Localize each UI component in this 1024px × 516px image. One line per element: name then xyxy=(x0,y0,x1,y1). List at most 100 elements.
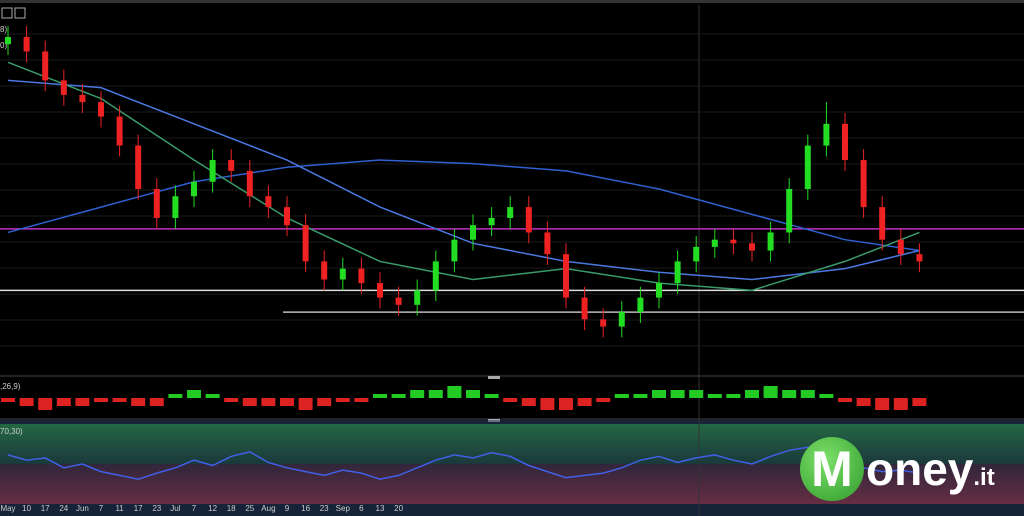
macd-bar xyxy=(242,398,257,406)
candle-body xyxy=(637,297,644,313)
macd-bar xyxy=(521,398,536,406)
candle-body xyxy=(488,217,495,226)
candle-body xyxy=(507,207,514,218)
macd-bar xyxy=(707,394,722,398)
candle-body xyxy=(563,254,569,298)
macd-bar xyxy=(38,398,53,410)
macd-bar xyxy=(56,398,71,406)
macd-bar xyxy=(149,398,164,406)
panel-title: ,26,9) xyxy=(0,382,21,391)
x-tick-label: 7 xyxy=(192,504,197,513)
candle-body xyxy=(284,207,290,226)
candle-body xyxy=(116,116,123,146)
macd-bar xyxy=(596,398,611,402)
candle-body xyxy=(172,196,179,218)
macd-bar xyxy=(800,390,815,398)
candle-body xyxy=(153,189,160,218)
macd-bar xyxy=(168,394,183,398)
candle-body xyxy=(191,181,197,197)
macd-bar xyxy=(447,386,462,398)
moving-average xyxy=(7,79,920,281)
x-tick-label: 7 xyxy=(99,504,104,513)
panel-title: 70,30) xyxy=(0,427,23,436)
x-tick-label: May xyxy=(0,504,15,513)
candle-body xyxy=(823,123,830,146)
macd-bar xyxy=(559,398,573,410)
candle-body xyxy=(209,160,216,182)
candle-body xyxy=(897,239,904,255)
macd-bar xyxy=(224,398,239,402)
x-tick-label: Jul xyxy=(170,504,180,513)
top-bar xyxy=(0,0,1024,3)
candle-body xyxy=(693,246,700,262)
macd-bar xyxy=(280,398,294,406)
x-tick-label: 16 xyxy=(301,504,310,513)
macd-bar xyxy=(354,398,369,402)
x-tick-label: 17 xyxy=(41,504,50,513)
macd-bar xyxy=(373,394,387,398)
candle-body xyxy=(23,36,30,52)
candle-body xyxy=(600,319,607,327)
macd-bar xyxy=(112,398,127,402)
macd-bar xyxy=(670,390,685,398)
macd-bar xyxy=(763,386,778,398)
macd-bar xyxy=(317,398,332,406)
logo-suffix: .it xyxy=(973,464,995,491)
macd-bar xyxy=(19,398,34,406)
candle-body xyxy=(265,196,272,208)
macd-bar xyxy=(261,398,276,406)
macd-bar xyxy=(856,398,871,406)
candle-body xyxy=(321,261,328,280)
macd-bar xyxy=(391,394,406,398)
macd-bar xyxy=(410,390,425,398)
menu-button[interactable] xyxy=(14,7,26,19)
refresh-button[interactable] xyxy=(1,7,13,19)
macd-bar xyxy=(205,394,220,398)
x-tick-label: 23 xyxy=(152,504,161,513)
macd-bar xyxy=(335,398,350,402)
candle-body xyxy=(767,232,774,251)
candle-body xyxy=(804,145,811,189)
candle-body xyxy=(60,80,67,95)
x-tick-label: 25 xyxy=(245,504,254,513)
macd-bar xyxy=(75,398,90,406)
candle-body xyxy=(860,160,867,208)
candle-body xyxy=(711,239,718,247)
macd-bar xyxy=(428,390,443,398)
resize-handle[interactable] xyxy=(488,376,500,379)
candle-body xyxy=(525,207,532,233)
macd-bar xyxy=(577,398,592,406)
macd-bar xyxy=(94,398,108,402)
candle-body xyxy=(842,123,848,161)
logo-name: oney xyxy=(866,443,974,495)
candle-body xyxy=(730,239,737,244)
macd-bar xyxy=(838,398,852,402)
candle-body xyxy=(302,225,309,262)
legend-fragment: 0) xyxy=(0,41,7,50)
candle-body xyxy=(98,102,104,117)
x-tick-label: Aug xyxy=(261,504,275,513)
macd-bar xyxy=(484,394,499,398)
candle-body xyxy=(228,160,235,171)
macd-bar xyxy=(726,394,741,398)
candle-body xyxy=(674,261,681,284)
macd-bar xyxy=(633,394,648,398)
candle-body xyxy=(544,232,551,255)
macd-bar xyxy=(875,398,890,410)
rsi-line xyxy=(7,446,920,480)
logo: M oney .it xyxy=(800,434,1010,504)
candle-body xyxy=(414,290,421,305)
macd-bar xyxy=(614,394,629,398)
x-tick-label: 13 xyxy=(376,504,385,513)
macd-bar xyxy=(652,390,666,398)
macd-bar xyxy=(131,398,146,406)
moving-average xyxy=(7,159,920,252)
legend-fragment: 8) xyxy=(0,25,7,34)
macd-bar xyxy=(540,398,555,410)
logo-initial: M xyxy=(800,437,864,501)
candle-body xyxy=(42,51,49,81)
x-tick-label: 23 xyxy=(320,504,329,513)
macd-bar xyxy=(893,398,908,410)
x-tick-label: Sep xyxy=(336,504,351,513)
